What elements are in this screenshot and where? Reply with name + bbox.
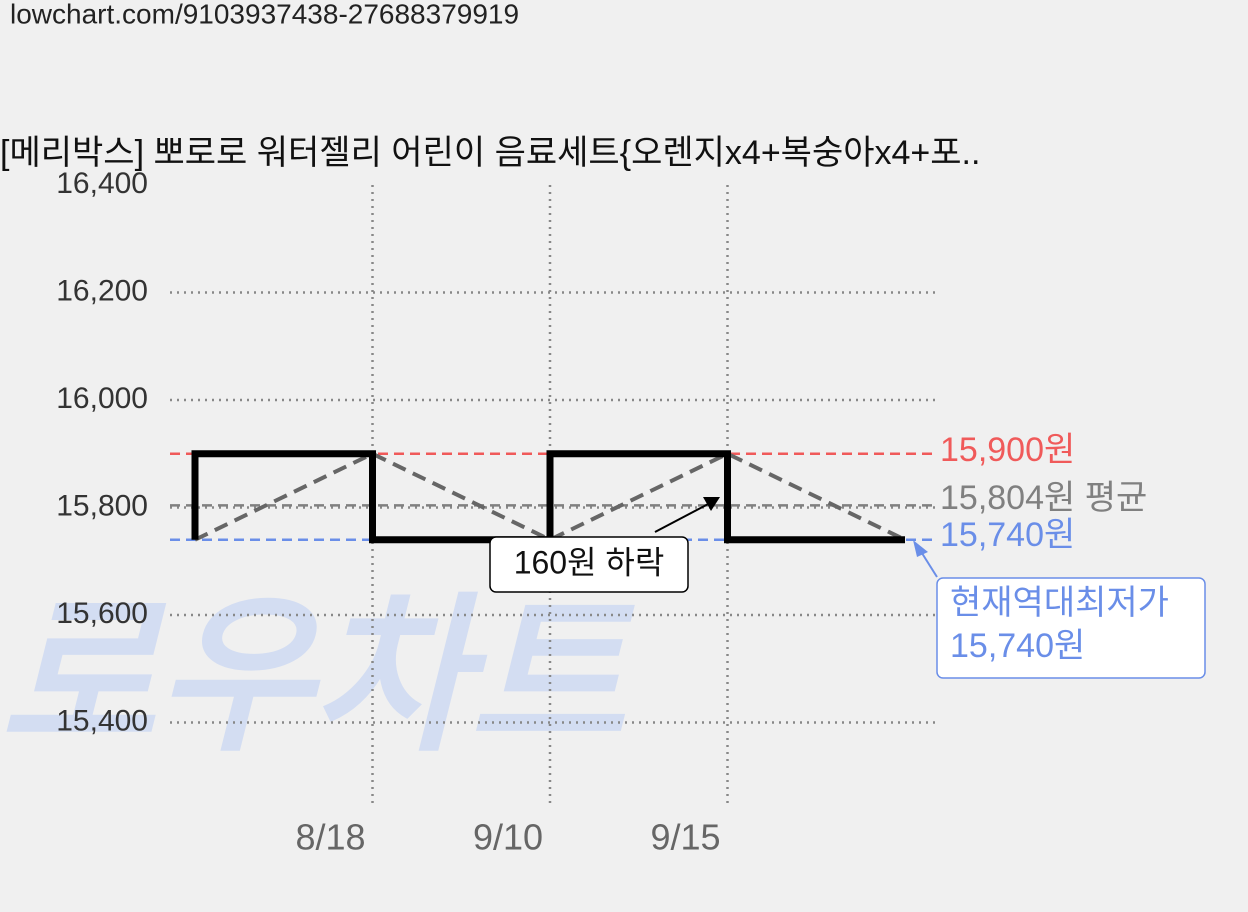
arrow-head xyxy=(703,497,720,511)
callout-value: 15,740원 xyxy=(950,627,1085,665)
url: lowchart.com/9103937438-27688379919 xyxy=(10,0,519,29)
reference-label: 15,740원 xyxy=(940,516,1075,554)
chart-title: [메리박스] 뽀로로 워터젤리 어린이 음료세트{오렌지x4+복숭아x4+포.. xyxy=(0,134,980,172)
watermark: 로우차트 xyxy=(0,582,635,772)
y-tick-label: 15,600 xyxy=(56,597,148,630)
x-tick-label: 9/15 xyxy=(650,817,720,858)
y-tick-label: 16,000 xyxy=(56,382,148,415)
callout-box xyxy=(936,577,1206,679)
reference-label: 15,804원 평균 xyxy=(940,479,1147,517)
y-tick-label: 15,400 xyxy=(56,704,148,737)
callout-title: 현재역대최저가 xyxy=(950,584,1169,622)
x-tick-label: 9/10 xyxy=(473,817,543,858)
annotation-text: 160원 하락 xyxy=(514,544,665,580)
annotation-arrow xyxy=(654,501,713,533)
annotation-box xyxy=(489,536,689,593)
y-tick-label: 15,800 xyxy=(56,489,148,522)
price-line xyxy=(191,450,905,544)
y-tick-label: 16,400 xyxy=(56,167,148,200)
callout-arrow-head xyxy=(913,540,928,557)
x-tick-label: 8/18 xyxy=(295,817,365,858)
reference-label: 15,900원 xyxy=(940,431,1075,469)
callout-arrow xyxy=(919,549,938,578)
y-tick-label: 16,200 xyxy=(56,274,148,307)
